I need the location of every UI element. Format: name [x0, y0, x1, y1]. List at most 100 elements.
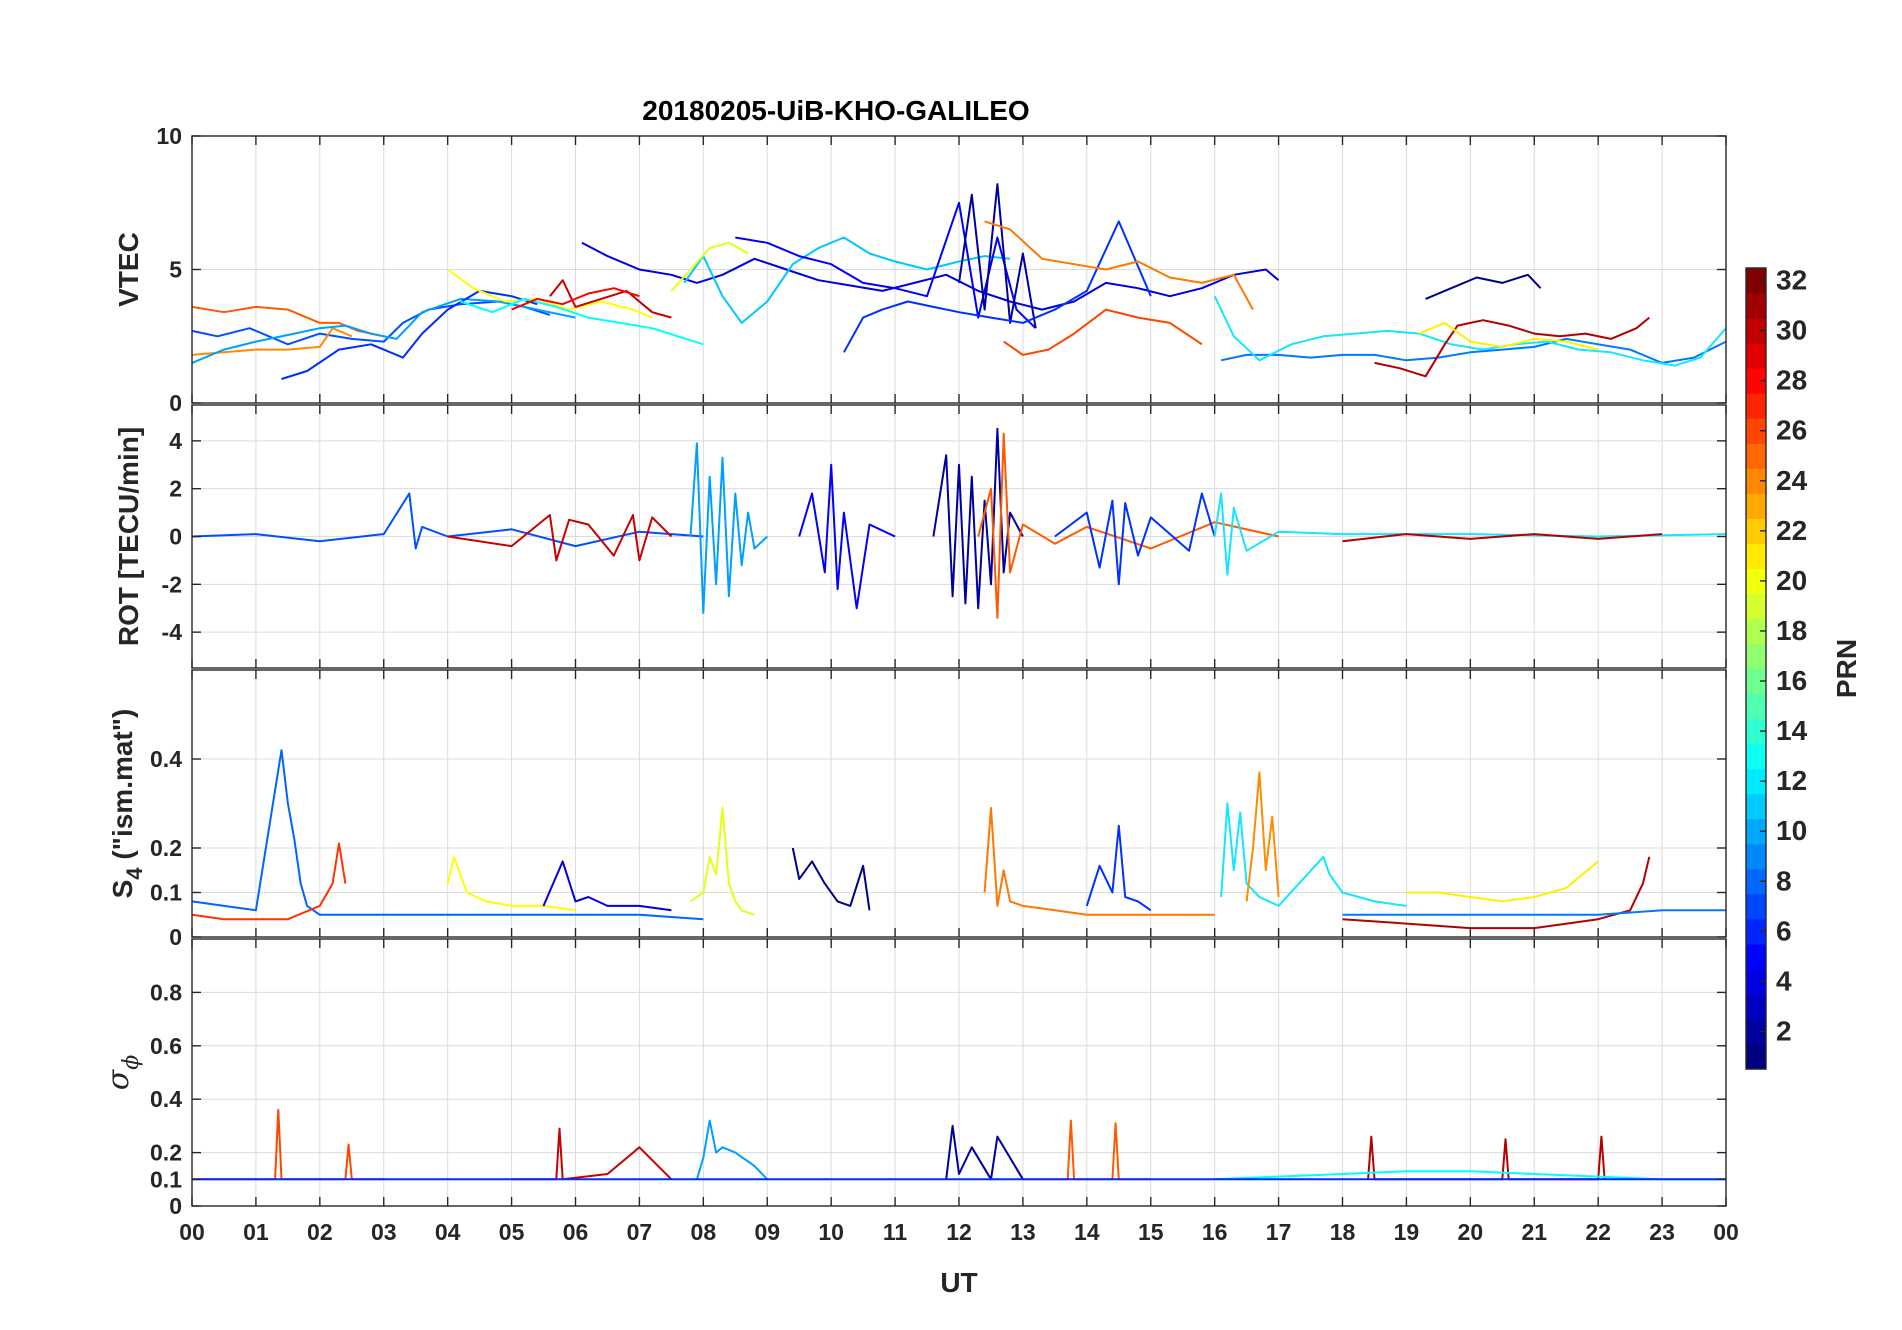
x-tick-label: 09: [754, 1219, 780, 1245]
colorbar-segment: [1746, 793, 1766, 820]
x-tick-label: 10: [818, 1219, 844, 1245]
x-tick-label: 17: [1266, 1219, 1292, 1245]
x-tick-label: 19: [1394, 1219, 1420, 1245]
y-tick-label: 4: [169, 428, 182, 454]
y-tick-label: 0.4: [150, 746, 182, 772]
colorbar-segment: [1746, 393, 1766, 419]
colorbar-segment: [1746, 543, 1766, 569]
series-prn-1: [1425, 273, 1542, 300]
series-prn-21: [1418, 321, 1599, 351]
colorbar-segment: [1746, 593, 1766, 620]
x-tick-label: 00: [1713, 1219, 1739, 1245]
colorbar-segment: [1746, 568, 1766, 595]
series-prn-30: [1374, 316, 1650, 378]
colorbar-tick-label: 10: [1776, 815, 1807, 846]
colorbar-frame: [1745, 267, 1767, 1070]
x-tick-label: 06: [563, 1219, 589, 1245]
y-tick-label: 10: [156, 123, 182, 149]
colorbar-segment: [1746, 718, 1766, 745]
colorbar-segment: [1746, 343, 1766, 369]
y-tick-label: 0.2: [150, 835, 182, 861]
figure-title: 20180205-UiB-KHO-GALILEO: [642, 95, 1029, 126]
x-tick-label: 12: [946, 1219, 972, 1245]
series-prn-31: [511, 1127, 673, 1181]
colorbar-tick-label: 28: [1776, 365, 1807, 396]
x-tick-label: 22: [1585, 1219, 1611, 1245]
series-prn-3: [581, 241, 1280, 311]
panel-rot: -4 -2 0 2 4 ROT [TECU/min]: [113, 404, 1727, 669]
series-prn-10: [191, 297, 576, 364]
x-tick-label: 11: [883, 1219, 908, 1245]
series-prn-2: [932, 427, 1024, 610]
series-prn-14: [1220, 802, 1407, 907]
panel-s4: 0 0.1 0.2 0.4S4 ("ism.mat"): [107, 669, 1727, 950]
colorbar-tick-label: 12: [1776, 765, 1807, 796]
y-axis-label: σϕ: [101, 1055, 144, 1090]
y-tick-label: 0: [169, 390, 182, 416]
series-prn-4: [735, 201, 1037, 329]
colorbar-tick-label: 32: [1776, 265, 1807, 296]
colorbar-segment: [1746, 968, 1766, 995]
series-prn-7: [843, 220, 1152, 353]
series-prn-5: [281, 289, 538, 380]
y-tick-label: 0: [169, 524, 182, 550]
colorbar-segment: [1746, 418, 1766, 444]
series-prn-19: [689, 807, 755, 916]
colorbar-tick-label: 24: [1776, 465, 1808, 496]
series-prn-21: [1406, 860, 1599, 903]
x-tick-label: 23: [1649, 1219, 1675, 1245]
series-prn-19: [670, 241, 749, 292]
series-prn-30: [1342, 533, 1663, 543]
colorbar-segment: [1746, 468, 1766, 494]
y-tick-label: 0.6: [150, 1033, 182, 1059]
x-tick-label: 05: [499, 1219, 525, 1245]
colorbar-segment: [1746, 368, 1766, 394]
colorbar-segment: [1746, 443, 1766, 469]
x-tick-label: 16: [1202, 1219, 1228, 1245]
series-prn-25: [192, 1108, 384, 1181]
colorbar-segment: [1746, 493, 1766, 519]
series-prn-1: [791, 847, 871, 911]
series-prn-23: [983, 807, 1215, 916]
x-tick-label: 08: [691, 1219, 717, 1245]
series-prn-15: [683, 236, 1011, 324]
colorbar-tick-label: 2: [1776, 1015, 1792, 1046]
x-tick-label: 21: [1521, 1219, 1547, 1245]
x-tick-label: 18: [1330, 1219, 1356, 1245]
series-prn-31: [549, 279, 672, 319]
series-prn-26: [191, 842, 347, 921]
series-prn-2: [945, 1124, 1024, 1181]
series-prn-10: [695, 1119, 769, 1180]
y-axis-label: ROT [TECU/min]: [113, 427, 144, 646]
y-tick-label: 0.8: [150, 979, 182, 1005]
series-prn-30: [1367, 1135, 1606, 1181]
colorbar-segment: [1746, 693, 1766, 720]
colorbar-segment: [1746, 618, 1766, 645]
y-tick-label: 0.4: [150, 1086, 182, 1112]
y-tick-label: 0.2: [150, 1140, 182, 1166]
colorbar-segment: [1746, 318, 1766, 344]
series-prn-8: [191, 749, 704, 921]
series-prn-2: [958, 183, 1037, 329]
series-prn-25: [1003, 308, 1203, 356]
series-prn-23: [1245, 771, 1280, 902]
y-tick-label: 0: [169, 1193, 182, 1219]
x-tick-label: 07: [627, 1219, 653, 1245]
series-prn-31: [447, 514, 673, 562]
colorbar-segment: [1746, 643, 1766, 670]
series-prn-23: [984, 220, 1254, 311]
colorbar-segment: [1746, 1018, 1766, 1045]
series-prn-7: [1054, 492, 1216, 586]
series-prn-4: [798, 463, 896, 610]
x-tick-label: 14: [1074, 1219, 1100, 1245]
colorbar-tick-label: 6: [1776, 915, 1792, 946]
series-prn-24: [977, 432, 1279, 619]
series-prn-3: [542, 860, 672, 912]
colorbar-segment: [1746, 268, 1766, 294]
panel-vtec: 0 5 10 VTEC: [113, 123, 1727, 416]
colorbar-segment: [1746, 868, 1766, 895]
colorbar-tick-label: 8: [1776, 865, 1792, 896]
colorbar-tick-label: 16: [1776, 665, 1807, 696]
